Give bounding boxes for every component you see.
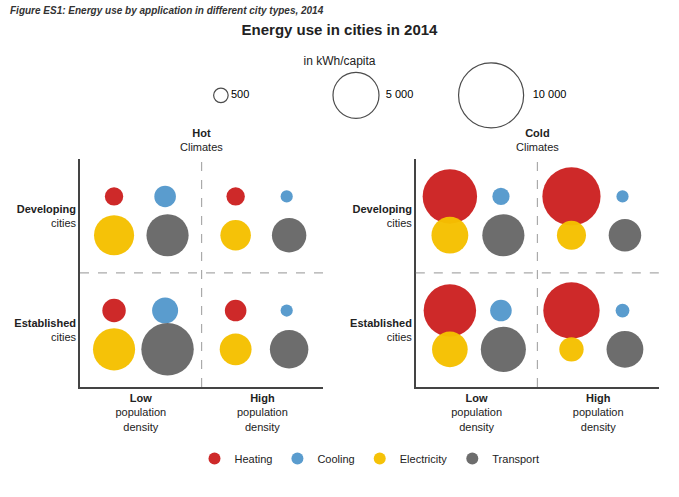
svg-text:Lowpopulationdensity: Lowpopulationdensity bbox=[115, 392, 166, 433]
svg-text:Developingcities: Developingcities bbox=[17, 203, 77, 229]
svg-text:Highpopulationdensity: Highpopulationdensity bbox=[573, 392, 624, 433]
svg-text:500: 500 bbox=[231, 88, 249, 100]
svg-text:ColdClimates: ColdClimates bbox=[516, 127, 559, 153]
svg-text:in kWh/capita: in kWh/capita bbox=[303, 54, 375, 68]
svg-text:Developingcities: Developingcities bbox=[353, 203, 413, 229]
svg-text:Figure ES1: Energy use by appl: Figure ES1: Energy use by application in… bbox=[10, 5, 324, 16]
svg-text:10 000: 10 000 bbox=[533, 88, 567, 100]
svg-text:Establishedcities: Establishedcities bbox=[14, 317, 76, 343]
svg-text:Lowpopulationdensity: Lowpopulationdensity bbox=[451, 392, 502, 433]
svg-text:Highpopulationdensity: Highpopulationdensity bbox=[237, 392, 288, 433]
svg-text:Electricity: Electricity bbox=[400, 453, 448, 465]
svg-text:5 000: 5 000 bbox=[386, 88, 414, 100]
svg-text:Cooling: Cooling bbox=[317, 453, 354, 465]
svg-text:Establishedcities: Establishedcities bbox=[350, 317, 412, 343]
svg-text:Transport: Transport bbox=[492, 453, 539, 465]
svg-text:HotClimates: HotClimates bbox=[180, 127, 223, 153]
svg-text:Energy use in cities in 2014: Energy use in cities in 2014 bbox=[242, 21, 439, 38]
svg-text:Heating: Heating bbox=[235, 453, 273, 465]
